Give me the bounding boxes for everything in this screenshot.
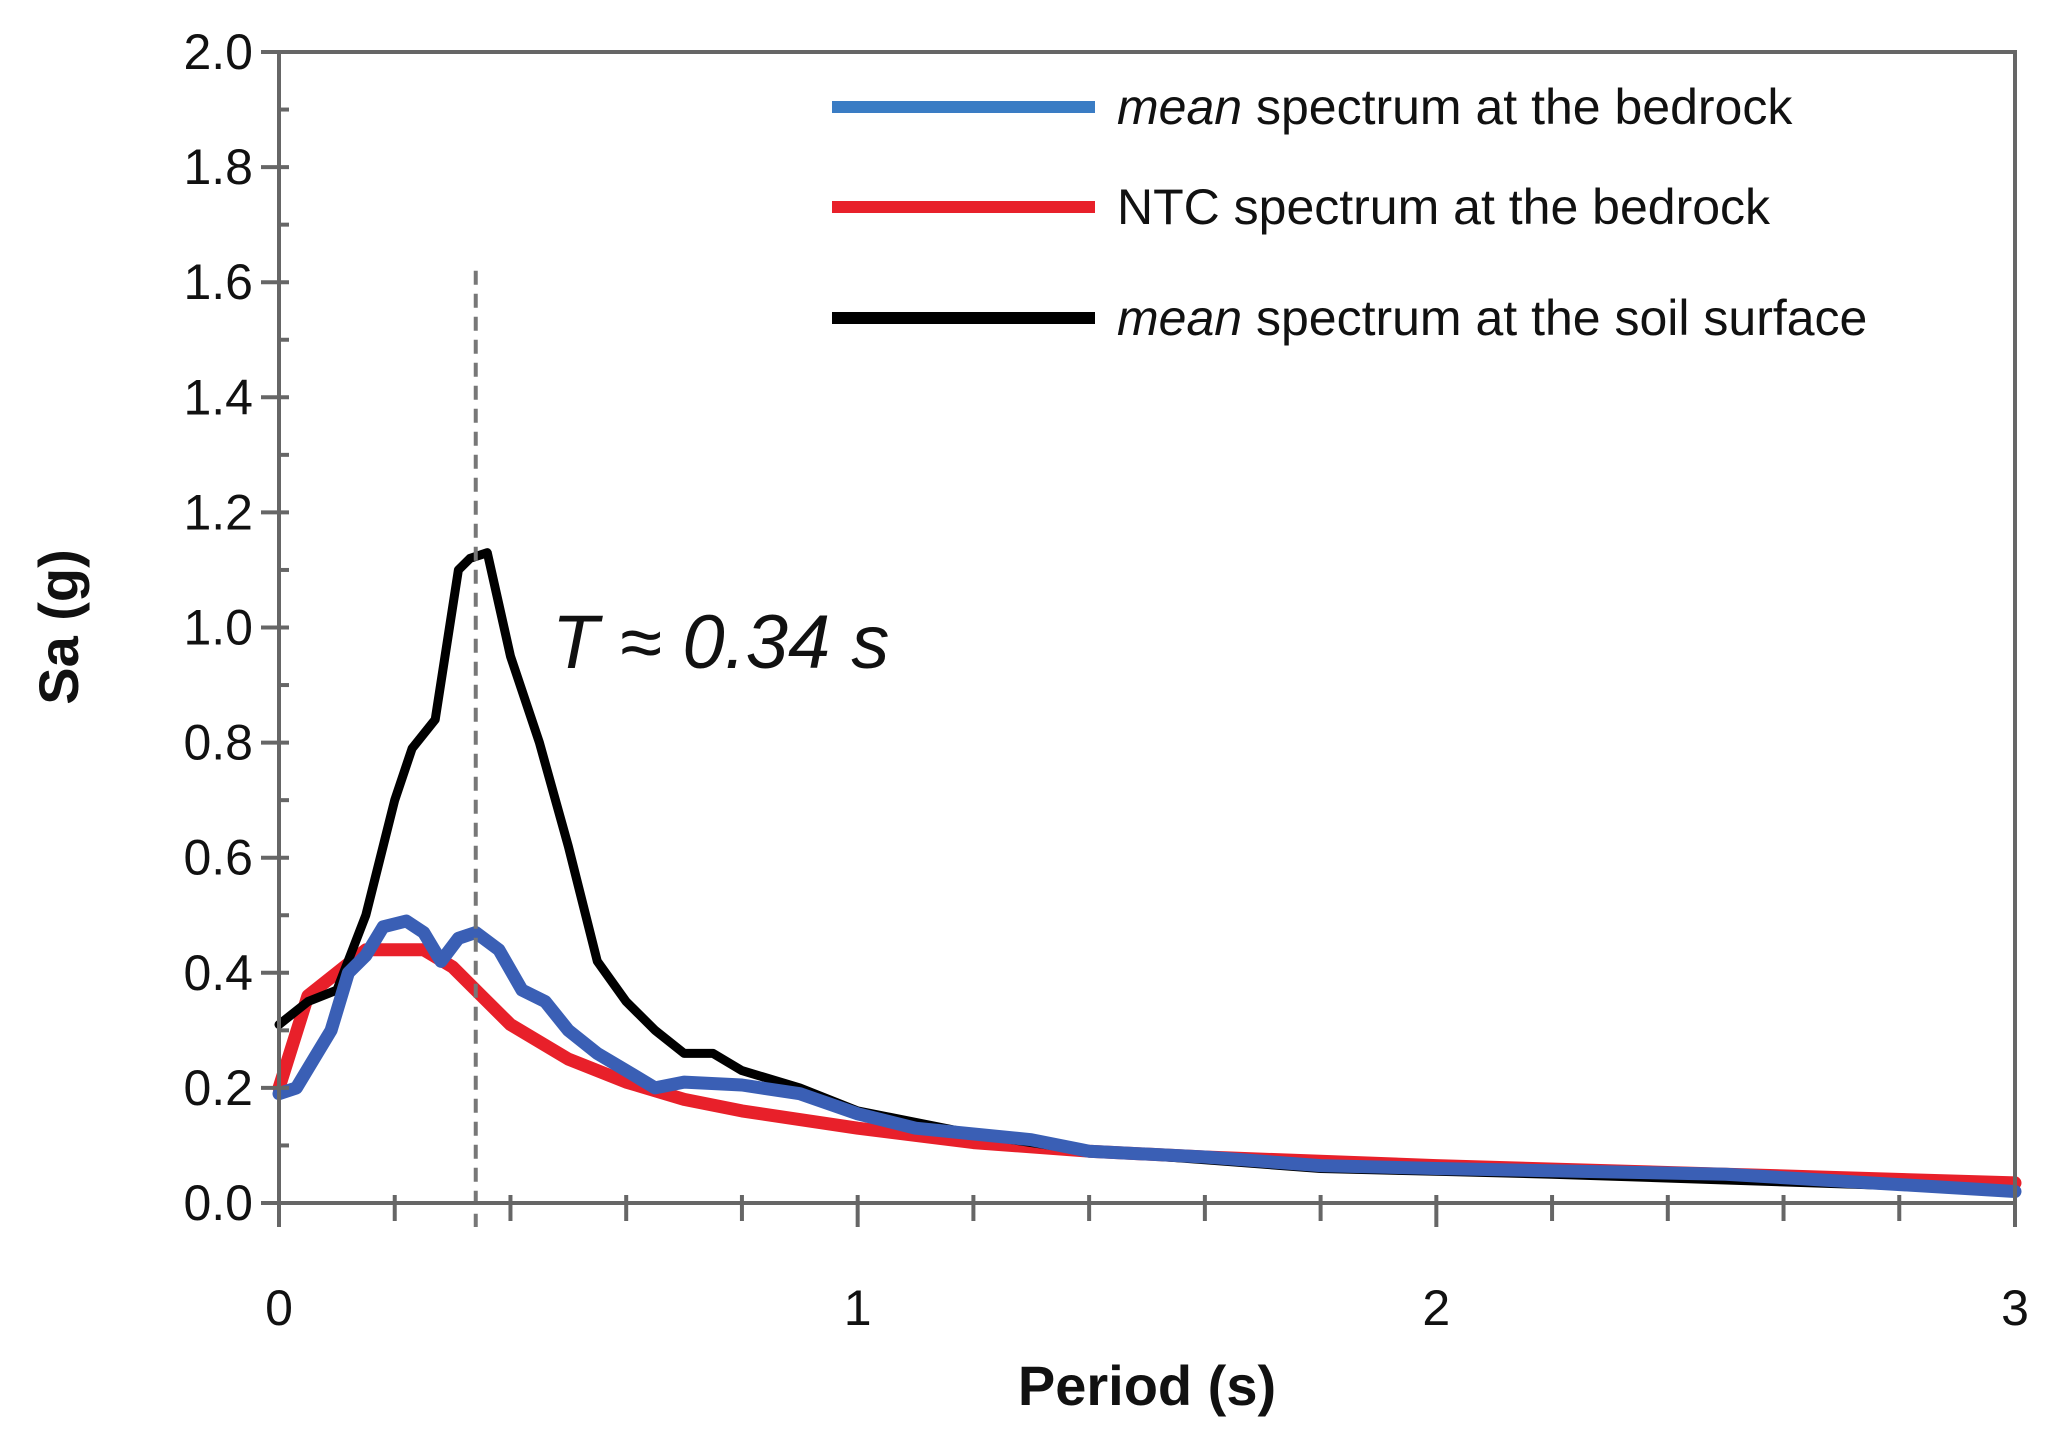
y-tick-label: 0.8 — [183, 715, 253, 771]
y-tick-label: 1.6 — [183, 254, 253, 310]
y-axis-label: Sa (g) — [27, 549, 90, 705]
legend-entry: NTC spectrum at the bedrock — [1117, 179, 1771, 235]
y-tick-label: 0.2 — [183, 1060, 253, 1116]
legend: mean spectrum at the bedrock NTC spectrum… — [832, 79, 1867, 346]
y-tick-label: 0.4 — [183, 945, 253, 1001]
y-tick-label: 1.2 — [183, 484, 253, 540]
y-tick-label: 1.8 — [183, 139, 253, 195]
series-line-0 — [272, 914, 2022, 1198]
x-tick-label: 3 — [2001, 1280, 2029, 1336]
y-tick-label: 2.0 — [183, 24, 253, 80]
x-tick-label: 0 — [265, 1280, 293, 1336]
series-line-2 — [274, 548, 2020, 1196]
ticks-layer: 0.0 0.2 0.4 0.6 0.8 1.0 1.2 1.4 1.6 1.8 2.0 0 1 2 3 — [183, 24, 2028, 1336]
y-tick-label: 1.0 — [183, 600, 253, 656]
x-axis-label: Period (s) — [1018, 1354, 1276, 1417]
series-layer — [272, 270, 2022, 1227]
legend-entry: mean spectrum at the soil surface — [1117, 290, 1867, 346]
period-annotation: T ≈ 0.34 s — [552, 600, 889, 685]
x-tick-label: 1 — [844, 1280, 872, 1336]
legend-entry: mean spectrum at the bedrock — [1117, 79, 1793, 135]
y-tick-label: 0.0 — [183, 1175, 253, 1231]
x-tick-label: 2 — [1422, 1280, 1450, 1336]
y-tick-label: 1.4 — [183, 369, 253, 425]
y-tick-label: 0.6 — [183, 830, 253, 886]
